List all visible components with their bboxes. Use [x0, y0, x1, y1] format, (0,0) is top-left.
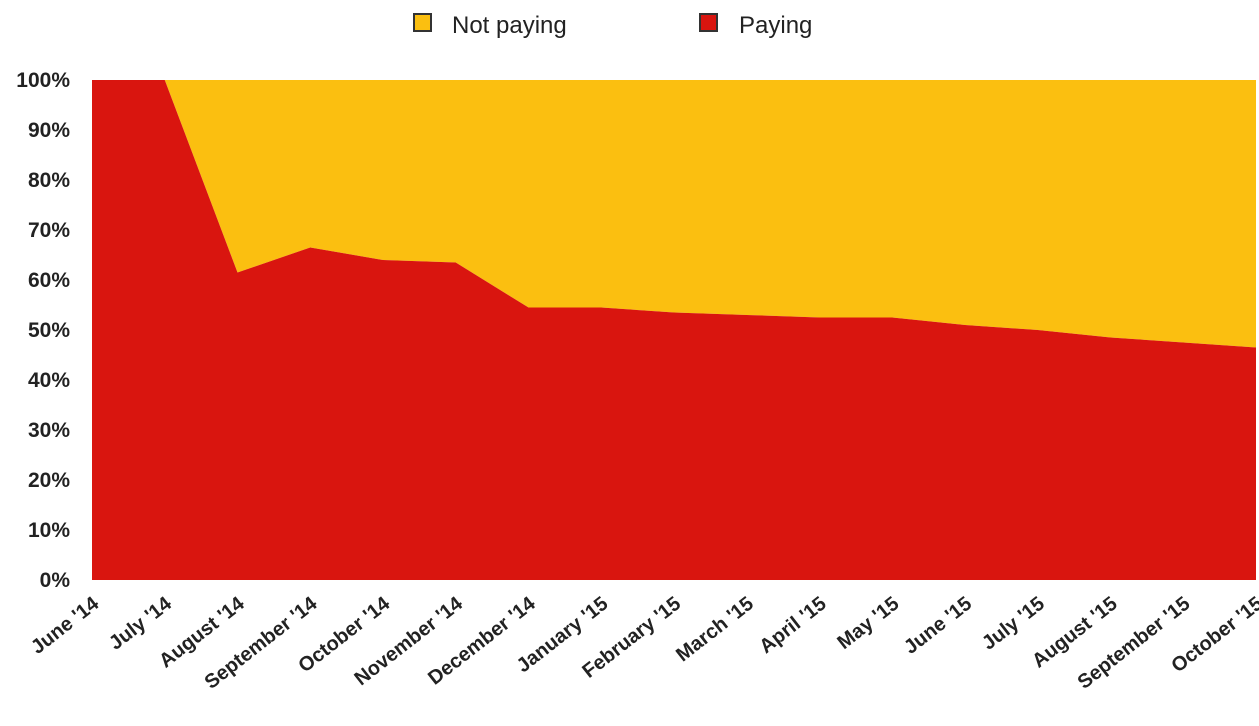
x-tick-label: June '15 — [900, 593, 976, 659]
legend-label-not-paying: Not paying — [452, 12, 567, 39]
y-tick-label: 100% — [16, 69, 70, 92]
y-tick-label: 90% — [28, 119, 70, 142]
y-tick-label: 80% — [28, 169, 70, 192]
legend: Not paying Paying — [413, 12, 812, 39]
x-tick-label: July '15 — [978, 593, 1049, 655]
y-tick-label: 70% — [28, 219, 70, 242]
x-tick-label: May '15 — [833, 593, 903, 654]
legend-label-paying: Paying — [739, 12, 812, 39]
y-tick-label: 40% — [28, 369, 70, 392]
series-area-not-paying — [92, 80, 1256, 348]
x-tick-label: March '15 — [672, 593, 758, 667]
x-tick-label: June '14 — [27, 592, 104, 659]
plot-area — [92, 80, 1256, 580]
y-tick-label: 10% — [28, 519, 70, 542]
y-tick-label: 60% — [28, 269, 70, 292]
y-tick-label: 30% — [28, 419, 70, 442]
legend-swatch-not-paying — [413, 13, 432, 32]
y-tick-label: 50% — [28, 319, 70, 342]
x-tick-label: July '14 — [105, 592, 176, 655]
x-tick-label: April '15 — [755, 593, 830, 658]
y-tick-label: 20% — [28, 469, 70, 492]
y-tick-label: 0% — [40, 569, 71, 592]
y-axis: 0% 10% 20% 30% 40% 50% 60% 70% 80% 90% 100% — [16, 69, 70, 592]
legend-swatch-paying — [699, 13, 718, 32]
series-area-paying — [92, 80, 1256, 580]
